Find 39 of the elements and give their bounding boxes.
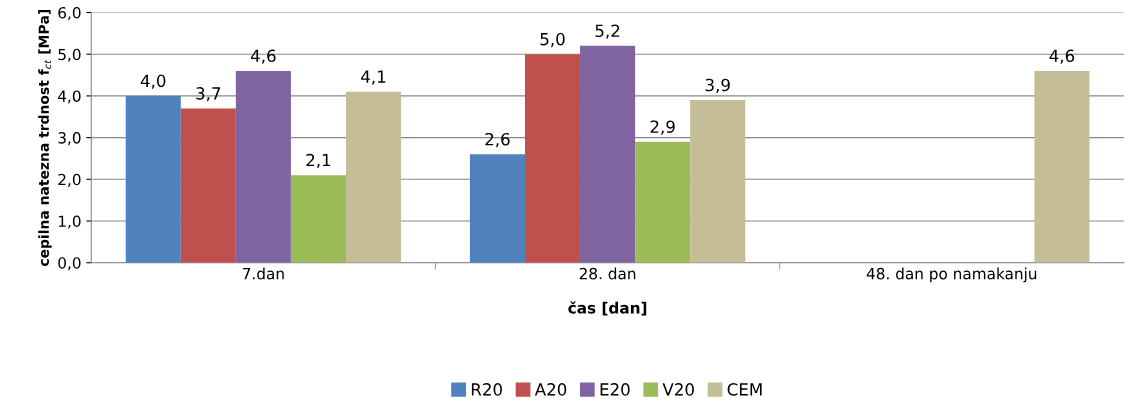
y-tick-label: 6,0 [58, 6, 81, 21]
data-label: 5,2 [595, 24, 620, 39]
bar [180, 108, 236, 263]
x-tick-label: 7.dan [242, 267, 284, 280]
y-tick-label: 1,0 [58, 215, 81, 229]
data-label: 2,1 [306, 153, 331, 169]
bar [580, 45, 636, 263]
bar [524, 54, 581, 263]
bar [635, 141, 691, 263]
data-label: 4,6 [1049, 49, 1075, 64]
y-axis-title: cepilna natezna trdnost f$_{ct}$ [MPa] [38, 9, 52, 267]
x-axis-title: čas [dan] [568, 301, 647, 316]
bar [469, 154, 525, 263]
bar [1034, 70, 1090, 263]
x-tick-label: 48. dan po namakanju [866, 267, 1037, 283]
data-label: 4,6 [250, 49, 276, 64]
bar [690, 100, 746, 263]
bar [345, 91, 402, 263]
data-label: 5,0 [540, 32, 565, 48]
legend-label: E20 [600, 383, 630, 396]
legend-label: V20 [662, 383, 694, 396]
bar [235, 70, 291, 263]
data-label: 2,6 [485, 132, 510, 148]
x-tick-label: 28. dan [579, 267, 636, 280]
y-tick-label: 4,0 [58, 90, 81, 104]
bar [125, 95, 181, 263]
data-label: 3,7 [196, 87, 221, 102]
y-tick-label: 5,0 [58, 48, 81, 62]
data-label: 4,0 [140, 74, 166, 89]
legend-label: R20 [471, 383, 502, 396]
data-label: 4,1 [361, 70, 386, 85]
y-tick-label: 0,0 [58, 257, 81, 271]
y-tick-label: 3,0 [58, 132, 81, 146]
bar [290, 175, 346, 263]
data-label: 3,9 [705, 78, 730, 93]
y-tick-label: 2,0 [58, 173, 81, 187]
legend-label: A20 [534, 383, 567, 396]
legend-label: CEM [727, 383, 762, 396]
data-label: 2,9 [650, 120, 675, 135]
